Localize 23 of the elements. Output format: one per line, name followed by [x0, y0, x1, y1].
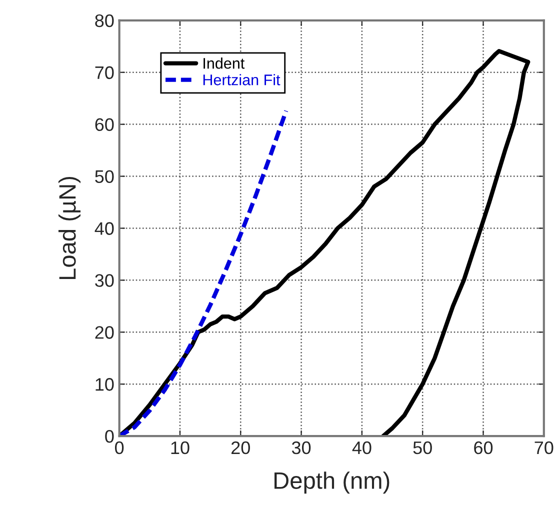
x-tick-label: 70	[534, 441, 554, 454]
x-tick-label: 20	[232, 441, 250, 454]
x-tick-label: 50	[413, 441, 432, 454]
x-tick-label: 0	[115, 441, 124, 454]
line-series	[119, 48, 530, 436]
y-tick-label: 30	[95, 274, 114, 287]
y-axis-title: Load (µN)	[58, 176, 80, 280]
y-tick-label: 40	[94, 222, 114, 235]
y-tick-label: 50	[95, 170, 114, 183]
y-tick-label: 60	[95, 118, 114, 132]
x-tick-label: 40	[352, 441, 372, 454]
y-tick-label: 70	[95, 66, 114, 80]
x-tick-label: 60	[474, 441, 493, 454]
y-tick-label: 10	[96, 378, 114, 391]
y-tick-label: 0	[105, 430, 114, 443]
y-tick-label: 80	[95, 14, 114, 28]
x-tick-label: 10	[171, 441, 190, 454]
x-axis-title: Depth (nm)	[274, 472, 390, 494]
line-series	[119, 108, 288, 436]
x-tick-label: 30	[292, 441, 311, 454]
legend-label: Hertzian Fit	[203, 74, 280, 86]
legend-label: Indent	[204, 58, 245, 69]
y-tick-label: 20	[95, 326, 114, 339]
